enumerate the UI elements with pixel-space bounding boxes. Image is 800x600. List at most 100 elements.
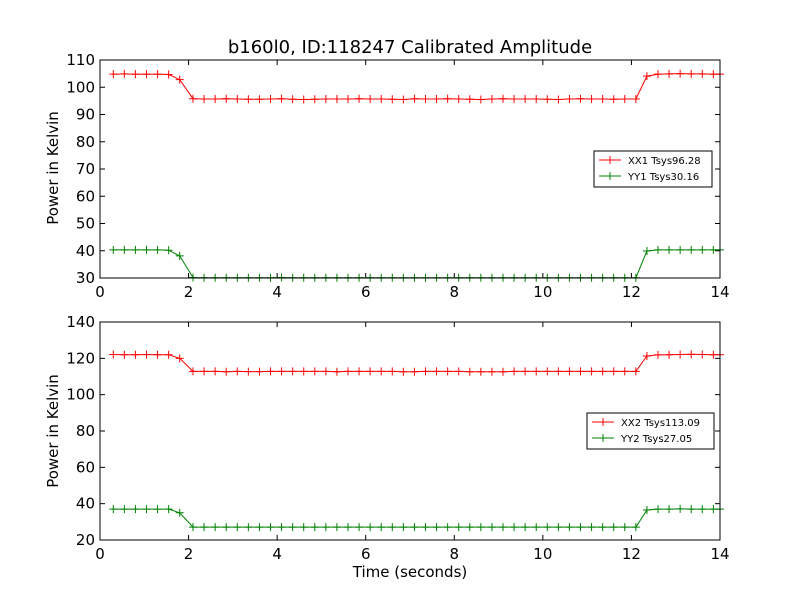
top-series-0-point [510,94,519,103]
bottom-series-0-point [366,367,375,376]
top-series-0-point [344,94,352,103]
bottom-series-0-point [200,367,209,376]
bottom-legend-label-xx2: XX2 Tsys113.09 [621,418,700,429]
bottom-series-0-point [432,367,441,376]
bottom-series-1-point [189,523,197,532]
top-ytick-label: 100 [66,78,95,96]
bottom-series-0-point [233,367,242,376]
top-ytick-label: 110 [66,51,95,69]
bottom-series-0-point [620,367,629,376]
top-chart-legend: XX1 Tsys96.28 YY1 Tsys30.16 [593,150,713,188]
bottom-series-1-point [366,523,375,532]
top-series-0-point [131,70,140,79]
bottom-chart-legend-box [586,412,715,450]
bottom-series-1-point [388,523,397,532]
bottom-chart: Power in Kelvin Time (seconds) 0 2 4 6 8 10 12… [44,313,730,581]
top-ytick-label: 60 [76,187,95,205]
top-series-0-point [642,72,651,81]
top-series-1-point [175,251,184,260]
bottom-series-1-point [266,523,275,532]
bottom-series-1-point [175,508,184,517]
top-series-0-point [109,70,118,79]
top-ytick-label: 30 [76,269,95,287]
top-series-0-point [465,95,474,104]
bottom-series-0-point [120,350,129,359]
bottom-series-0-point [175,354,184,363]
top-chart-legend-box [593,150,713,188]
top-series-0-point [454,94,463,103]
top-chart: b160l0, ID:118247 Calibrated Amplitude P… [44,37,730,301]
bottom-series-1-point [410,523,419,532]
top-series-0-point [476,95,485,104]
bottom-series-0-point [421,367,430,376]
top-series-0-point [399,95,408,104]
top-series-0-point [698,69,707,78]
bottom-series-1-point [587,523,596,532]
top-series-0-point [543,95,552,104]
top-series-0-point [388,95,397,104]
bottom-series-0-point [153,350,162,359]
top-series-1-point [277,273,286,282]
bottom-series-1-point [631,523,640,532]
bottom-series-1-point [344,523,352,532]
bottom-series-0-point [355,367,364,376]
bottom-series-1-point [288,523,297,532]
top-series-0-point [142,70,151,79]
top-series-0-point [554,95,563,104]
top-legend-label-xx1: XX1 Tsys96.28 [628,156,701,167]
bottom-chart-ticks: 0 2 4 6 8 10 12 14 20 40 60 80 100 120 140 [66,313,729,563]
top-series-1-point [120,245,129,254]
bottom-ytick-label: 140 [66,313,95,331]
bottom-series-1-point [565,523,574,532]
bottom-series-1-point [499,523,507,532]
bottom-series-0-point [288,367,297,376]
bottom-series-0-point [487,367,496,376]
top-series-0-point [222,94,231,103]
bottom-legend-marker-yy2 [599,434,607,442]
top-series-0-point [410,94,419,103]
top-ytick-label: 40 [76,242,95,260]
bottom-series-0-point [532,367,541,376]
bottom-series-0-point [344,367,352,376]
top-series-0-point [211,94,220,103]
bottom-series-1-point [164,505,173,514]
bottom-series-0-point [142,350,151,359]
top-series-0-point [120,69,129,78]
top-series-0-point [175,75,184,84]
top-series-0-point [377,94,386,103]
bottom-series-1-point [332,523,341,532]
top-series-0-point [266,94,275,103]
top-series-0-point [687,69,696,78]
top-series-0-point [609,95,618,104]
top-series-1-point [676,245,685,254]
bottom-ytick-label: 120 [66,349,95,367]
bottom-series-0-point [388,367,397,376]
bottom-series-1-point [687,505,696,514]
top-series-0-point [255,95,264,104]
top-series-0-point [443,94,452,103]
bottom-series-1-point [299,523,308,532]
bottom-series-1-point [609,523,618,532]
top-series-0-point [631,94,640,103]
top-series-0-point [432,94,441,103]
bottom-legend-label-yy2: YY2 Tsys27.05 [620,434,692,445]
bottom-series-1-point [200,523,209,532]
bottom-series-1-point [654,505,662,514]
bottom-series-1-point [153,505,162,514]
bottom-series-0-point [454,367,463,376]
top-series-1-point [131,245,140,254]
top-series-0-point [598,94,607,103]
bottom-series-1-point [244,523,253,532]
bottom-series-1-point [277,523,286,532]
bottom-series-1-point [510,523,519,532]
bottom-series-1-point [620,523,629,532]
top-series-0-point [288,95,297,104]
top-chart-ticks: 0 2 4 6 8 10 12 14 30 40 50 60 70 80 90 100 110 [66,51,729,301]
bottom-series-1-point [377,523,386,532]
bottom-chart-xlabel: Time (seconds) [352,563,468,581]
bottom-series-0-point [554,367,563,376]
top-xtick-label: 6 [361,283,371,301]
bottom-series-1-point [454,523,463,532]
top-chart-title: b160l0, ID:118247 Calibrated Amplitude [228,37,592,58]
